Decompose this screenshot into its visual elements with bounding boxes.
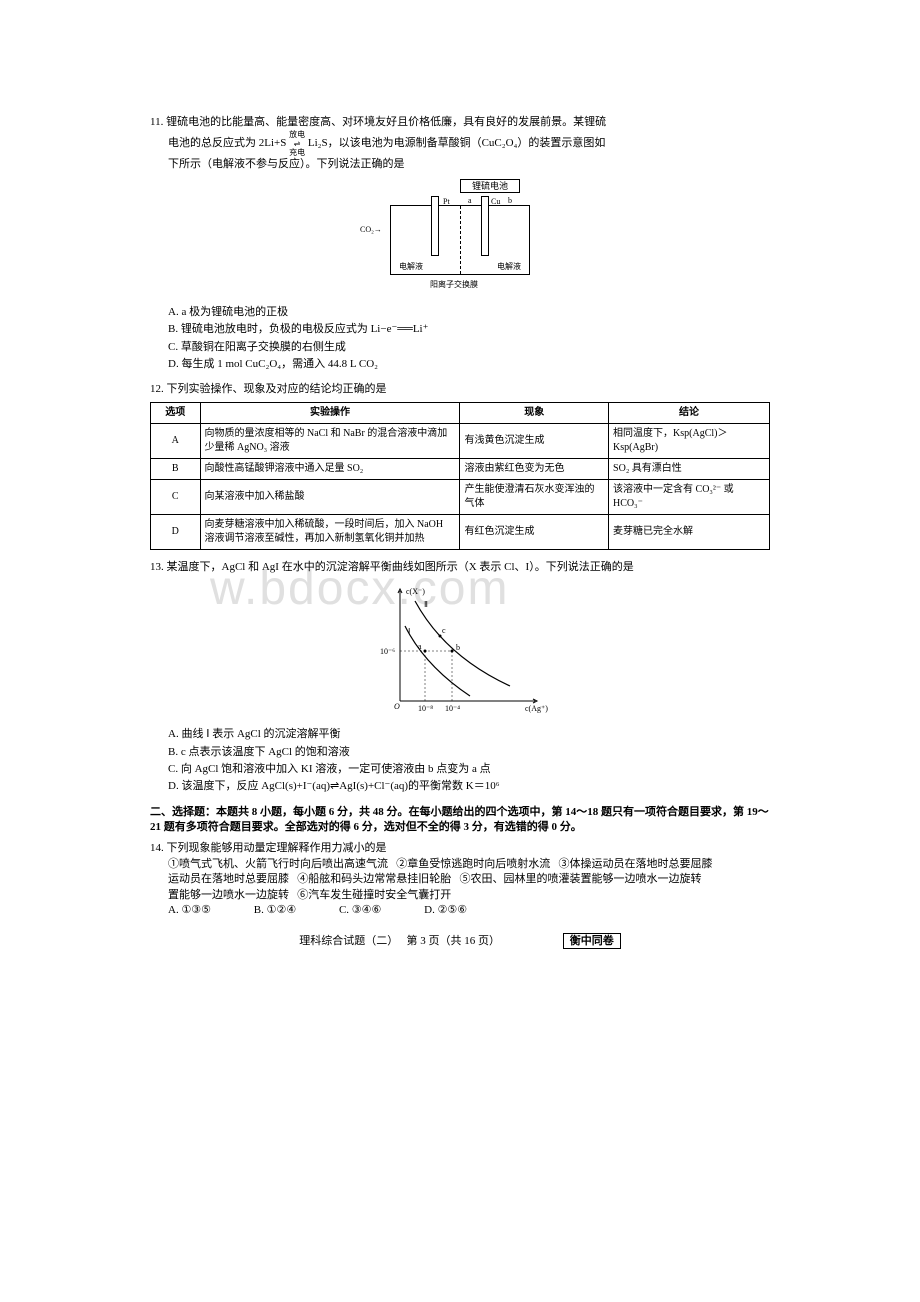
q14-opt-b: B. ①②④	[254, 903, 296, 918]
item-3: ③体操运动员在落地时总要屈膝	[559, 858, 713, 870]
electrode-pt	[431, 196, 439, 256]
electrode-cu	[481, 196, 489, 256]
co2-inlet: CO₂→	[360, 224, 382, 235]
point-c: c	[442, 625, 446, 636]
cell-op: 向物质的量浓度相等的 NaCl 和 NaBr 的混合溶液中滴加少量稀 AgNO₃…	[200, 423, 460, 458]
q14-opt-c: C. ③④⑥	[339, 903, 381, 918]
q14-items: ①喷气式飞机、火箭飞行时向后喷出高速气流 ②章鱼受惊逃跑时向后喷射水流 ③体操运…	[168, 857, 770, 903]
cell-op: 向某溶液中加入稀盐酸	[200, 479, 460, 514]
solubility-chart: c(X⁻) c(Ag⁺) Ⅱ Ⅰ a b c 10⁻⁶ 10⁻⁸ 10⁻⁴ O	[370, 581, 550, 721]
xtick1: 10⁻⁸	[418, 703, 433, 714]
cell-ph: 有红色沉淀生成	[460, 514, 609, 549]
q14-text: 下列现象能够用动量定理解释作用力减小的是	[167, 842, 387, 854]
footer-page: 第 3 页（共 16 页）	[407, 935, 501, 947]
table-row: A 向物质的量浓度相等的 NaCl 和 NaBr 的混合溶液中滴加少量稀 AgN…	[151, 423, 770, 458]
xtick2: 10⁻⁴	[445, 703, 460, 714]
item-1: ①喷气式飞机、火箭飞行时向后喷出高速气流	[168, 858, 388, 870]
y-axis-label: c(X⁻)	[406, 586, 425, 597]
q13-options: A. 曲线 Ⅰ 表示 AgCl 的沉淀溶解平衡 B. c 点表示该温度下 AgC…	[168, 727, 770, 795]
col-conclusion: 结论	[609, 402, 770, 423]
chart-svg	[370, 581, 550, 721]
q13-text: 某温度下，AgCl 和 AgI 在水中的沉淀溶解平衡曲线如图所示（X 表示 Cl…	[167, 561, 634, 573]
curve-1-label: Ⅰ	[408, 626, 410, 637]
col-phenomenon: 现象	[460, 402, 609, 423]
q14-options: A. ①③⑤ B. ①②④ C. ③④⑥ D. ②⑤⑥	[168, 903, 770, 918]
q11-opt-c: C. 草酸铜在阳离子交换膜的右侧生成	[168, 340, 770, 355]
cell-ph: 溶液由紫红色变为无色	[460, 458, 609, 479]
cell-container: Pt Cu 电解液 电解液	[390, 205, 530, 275]
q11-number: 11.	[150, 116, 163, 128]
cell-co: 麦芽糖已完全水解	[609, 514, 770, 549]
cell-op: 向酸性高锰酸钾溶液中通入足量 SO₂	[200, 458, 460, 479]
q11-opt-a: A. a 极为锂硫电池的正极	[168, 305, 770, 320]
question-11: 11. 锂硫电池的比能量高、能量密度高、对环境友好且价格低廉，具有良好的发展前景…	[150, 115, 770, 372]
right-solution: 电解液	[497, 261, 521, 272]
q13-opt-a: A. 曲线 Ⅰ 表示 AgCl 的沉淀溶解平衡	[168, 727, 770, 742]
question-13: 13. 某温度下，AgCl 和 AgI 在水中的沉淀溶解平衡曲线如图所示（X 表…	[150, 560, 770, 795]
item-3b: 运动员在落地时总要屈膝	[168, 873, 289, 885]
cell-opt: D	[151, 514, 201, 549]
battery-label: 锂硫电池	[460, 179, 520, 193]
electrolysis-diagram: 锂硫电池 a b CO₂→ Pt Cu 电解液 电解液 阳离子交换膜	[360, 179, 560, 299]
item-5: ⑤农田、园林里的喷灌装置能够一边喷水一边旋转	[460, 873, 702, 885]
footer-title: 理科综合试题（二）	[299, 935, 398, 947]
q11-opt-d: D. 每生成 1 mol CuC₂O₄，需通入 44.8 L CO₂	[168, 357, 770, 372]
section-2-header: 二、选择题：本题共 8 小题，每小题 6 分，共 48 分。在每小题给出的四个选…	[150, 805, 770, 836]
membrane-line	[460, 206, 461, 274]
left-solution: 电解液	[399, 261, 423, 272]
cell-opt: B	[151, 458, 201, 479]
q14-opt-d: D. ②⑤⑥	[424, 903, 467, 918]
cell-opt: C	[151, 479, 201, 514]
question-14: 14. 下列现象能够用动量定理解释作用力减小的是 ①喷气式飞机、火箭飞行时向后喷…	[150, 841, 770, 918]
table-row: D 向麦芽糖溶液中加入稀硫酸，一段时间后，加入 NaOH 溶液调节溶液至碱性，再…	[151, 514, 770, 549]
table-row: C 向某溶液中加入稀盐酸 产生能使澄清石灰水变浑浊的气体 该溶液中一定含有 CO…	[151, 479, 770, 514]
q11-body: 电池的总反应式为 2Li+S 放电⇌ 充电 Li₂S，以该电池为电源制备草酸铜（…	[168, 130, 770, 172]
arrow-top: 放电	[289, 130, 305, 139]
cu-label: Cu	[491, 196, 500, 207]
arrow-bot: 充电	[289, 148, 305, 157]
q13-opt-d: D. 该温度下，反应 AgCl(s)+I⁻(aq)⇌AgI(s)+Cl⁻(aq)…	[168, 779, 770, 794]
q11-line3: 下所示（电解液不参与反应）。下列说法正确的是	[168, 157, 770, 172]
cell-co: 相同温度下，Ksp(AgCl)＞Ksp(AgBr)	[609, 423, 770, 458]
cell-op: 向麦芽糖溶液中加入稀硫酸，一段时间后，加入 NaOH 溶液调节溶液至碱性，再加入…	[200, 514, 460, 549]
membrane-label: 阳离子交换膜	[430, 279, 478, 290]
origin: O	[394, 701, 400, 712]
item-5b: 置能够一边喷水一边旋转	[168, 889, 289, 901]
table-header-row: 选项 实验操作 现象 结论	[151, 402, 770, 423]
page-footer: 理科综合试题（二） 第 3 页（共 16 页） 衡中同卷	[150, 934, 770, 949]
q11-line1: 锂硫电池的比能量高、能量密度高、对环境友好且价格低廉，具有良好的发展前景。某锂硫	[166, 116, 606, 128]
x-axis-label: c(Ag⁺)	[525, 703, 548, 714]
item-4: ④船舷和码头边常常悬挂旧轮胎	[297, 873, 451, 885]
q12-number: 12.	[150, 383, 164, 395]
curve-2-label: Ⅱ	[424, 599, 428, 610]
point-b: b	[456, 642, 460, 653]
item-6: ⑥汽车发生碰撞时安全气囊打开	[297, 889, 451, 901]
q14-opt-a: A. ①③⑤	[168, 903, 211, 918]
q13-opt-c: C. 向 AgCl 饱和溶液中加入 KI 溶液，一定可使溶液由 b 点变为 a …	[168, 762, 770, 777]
q14-number: 14.	[150, 842, 164, 854]
col-option: 选项	[151, 402, 201, 423]
q11-line2a: 电池的总反应式为 2Li+S	[168, 137, 286, 149]
table-row: B 向酸性高锰酸钾溶液中通入足量 SO₂ 溶液由紫红色变为无色 SO₂ 具有漂白…	[151, 458, 770, 479]
col-operation: 实验操作	[200, 402, 460, 423]
footer-brand: 衡中同卷	[563, 933, 621, 949]
q13-number: 13.	[150, 561, 164, 573]
cell-ph: 产生能使澄清石灰水变浑浊的气体	[460, 479, 609, 514]
cell-co: 该溶液中一定含有 CO₃²⁻ 或 HCO₃⁻	[609, 479, 770, 514]
experiment-table: 选项 实验操作 现象 结论 A 向物质的量浓度相等的 NaCl 和 NaBr 的…	[150, 402, 770, 550]
q11-options: A. a 极为锂硫电池的正极 B. 锂硫电池放电时，负极的电极反应式为 Li−e…	[168, 305, 770, 373]
question-12: 12. 下列实验操作、现象及对应的结论均正确的是 选项 实验操作 现象 结论 A…	[150, 382, 770, 549]
item-2: ②章鱼受惊逃跑时向后喷射水流	[396, 858, 550, 870]
q12-text: 下列实验操作、现象及对应的结论均正确的是	[167, 383, 387, 395]
reaction-arrow: 放电⇌ 充电	[289, 130, 305, 157]
q11-line2b: Li₂S，以该电池为电源制备草酸铜（CuC₂O₄）的装置示意图如	[308, 137, 606, 149]
cell-ph: 有浅黄色沉淀生成	[460, 423, 609, 458]
cell-co: SO₂ 具有漂白性	[609, 458, 770, 479]
q11-opt-b: B. 锂硫电池放电时，负极的电极反应式为 Li−e⁻══Li⁺	[168, 322, 770, 337]
point-a: a	[418, 641, 422, 652]
cell-opt: A	[151, 423, 201, 458]
ytick: 10⁻⁶	[380, 646, 395, 657]
q13-opt-b: B. c 点表示该温度下 AgCl 的饱和溶液	[168, 745, 770, 760]
pt-label: Pt	[443, 196, 450, 207]
